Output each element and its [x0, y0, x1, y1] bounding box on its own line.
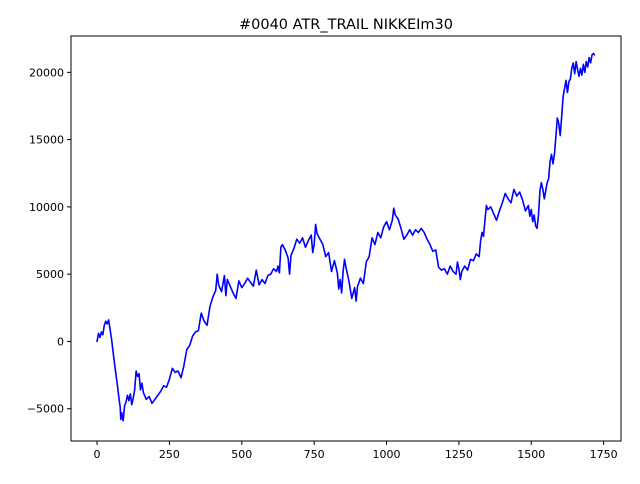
x-tick-label: 0: [94, 448, 101, 461]
y-tick-label: −5000: [27, 403, 64, 416]
y-tick-label: 15000: [29, 134, 64, 147]
y-tick-label: 0: [57, 335, 64, 348]
x-tick-label: 1250: [445, 448, 473, 461]
chart-title: #0040 ATR_TRAIL NIKKEIm30: [239, 17, 453, 33]
axes-frame: [70, 35, 622, 442]
x-tick-label: 1750: [590, 448, 618, 461]
x-tick-label: 1500: [517, 448, 545, 461]
x-tick-label: 750: [304, 448, 325, 461]
x-tick-label: 250: [159, 448, 180, 461]
series-line-0: [96, 52, 596, 422]
y-tick-label: 20000: [29, 66, 64, 79]
axis-ticks: 0 250 500 750 1000 1250 1500 1750 −5000 0 5000 1000…: [27, 66, 618, 461]
y-tick-label: 10000: [29, 201, 64, 214]
x-tick-label: 500: [231, 448, 252, 461]
y-tick-label: 5000: [36, 268, 64, 281]
x-tick-label: 1000: [373, 448, 401, 461]
plot-area: [96, 52, 596, 422]
